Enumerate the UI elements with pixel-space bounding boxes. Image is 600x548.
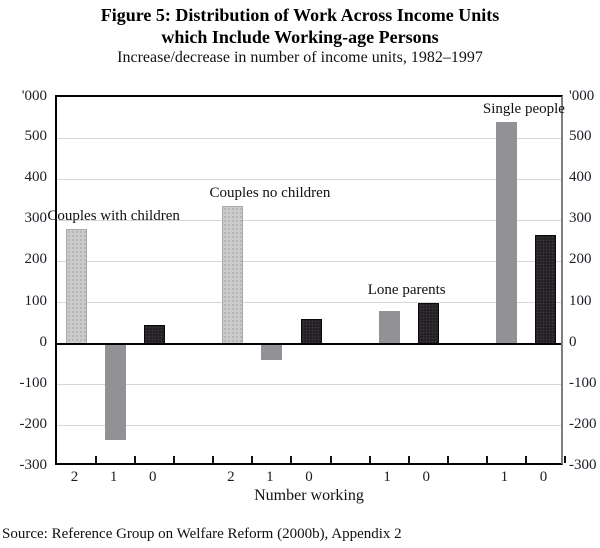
bar [144, 325, 166, 344]
series-group-label: Lone parents [367, 281, 446, 298]
series-group-label: Single people [482, 100, 565, 117]
x-axis-tick-label: 1 [266, 469, 274, 485]
y-axis-tick-label-left: 100 [24, 292, 48, 309]
y-axis-tick-label-right: 500 [569, 128, 592, 145]
x-axis-tick-label: 1 [500, 469, 509, 485]
grid-line [57, 178, 561, 180]
x-axis-title: Number working [254, 487, 364, 504]
x-axis-tick-mark [524, 456, 527, 463]
y-axis-tick-label-left: 400 [24, 169, 48, 186]
x-axis-tick-mark [212, 456, 215, 463]
x-axis-tick-label: 0 [148, 469, 157, 485]
y-axis-tick-label-right: 300 [569, 210, 592, 227]
y-axis-tick-label-left: 500 [24, 128, 48, 145]
series-group-label: Couples with children [47, 207, 180, 224]
x-axis-tick-mark [134, 456, 137, 463]
y-axis-tick-label-right: 100 [569, 292, 592, 309]
x-axis-tick-mark [407, 456, 410, 463]
x-axis-tick-mark [290, 456, 293, 463]
y-axis-tick-label-left: 200 [24, 251, 48, 268]
figure-title-line2: which Include Working-age Persons [161, 27, 439, 47]
series-group-label: Couples no children [209, 184, 331, 201]
x-axis-tick-label: 0 [305, 469, 313, 485]
x-axis-tick-mark [368, 456, 371, 463]
y-axis-tick-label-right: -300 [569, 457, 597, 473]
y-axis-tick-label-right: -200 [569, 415, 597, 432]
x-axis-tick-label: 0 [539, 469, 548, 485]
x-axis-tick-mark [251, 456, 254, 463]
x-axis-tick-label: 0 [422, 469, 430, 485]
grid-line [57, 260, 561, 262]
bar [417, 302, 439, 344]
chart-plot-area [55, 95, 566, 465]
x-axis-tick-label: 1 [383, 469, 391, 485]
y-axis-tick-label-left: -200 [19, 415, 48, 432]
x-axis-tick-mark [564, 456, 566, 463]
x-axis-tick-label: 2 [227, 469, 235, 485]
x-axis-tick-mark [329, 456, 332, 463]
grid-line [57, 425, 561, 427]
y-axis-tick-label-right: -100 [569, 374, 597, 391]
zero-axis-line [57, 342, 561, 345]
grid-line [57, 302, 561, 304]
x-axis-tick-mark [173, 456, 176, 463]
grid-line [57, 137, 561, 139]
bar [300, 319, 322, 344]
x-axis-tick-mark [446, 456, 449, 463]
y-axis-unit-label-right: '000 [569, 88, 595, 104]
x-axis-tick-mark [95, 456, 98, 463]
bar [534, 234, 556, 344]
y-axis-tick-label-right: 200 [569, 251, 592, 268]
figure-title-line1: Figure 5: Distribution of Work Across In… [100, 5, 500, 25]
bar [105, 343, 127, 441]
bar [495, 121, 517, 344]
bar [378, 310, 400, 344]
bar [66, 228, 88, 344]
x-axis-tick-label: 2 [70, 469, 79, 485]
figure-subtitle: Increase/decrease in number of income un… [117, 49, 483, 66]
y-axis-tick-label-left: -300 [19, 457, 48, 473]
bar [222, 205, 244, 344]
y-axis-tick-label-left: -100 [19, 374, 48, 391]
y-axis-tick-label-right: 400 [569, 169, 592, 186]
x-axis-tick-label: 1 [109, 469, 118, 485]
source-note: Source: Reference Group on Welfare Refor… [2, 526, 402, 542]
y-axis-tick-label-right: 0 [569, 333, 577, 350]
bar [261, 343, 283, 361]
x-axis-tick-mark [485, 456, 488, 463]
y-axis-tick-label-left: 0 [39, 333, 48, 350]
grid-line [57, 219, 561, 221]
y-axis-unit-label-left: '000 [21, 88, 47, 104]
grid-line [57, 384, 561, 386]
y-axis-tick-label-left: 300 [24, 210, 48, 227]
